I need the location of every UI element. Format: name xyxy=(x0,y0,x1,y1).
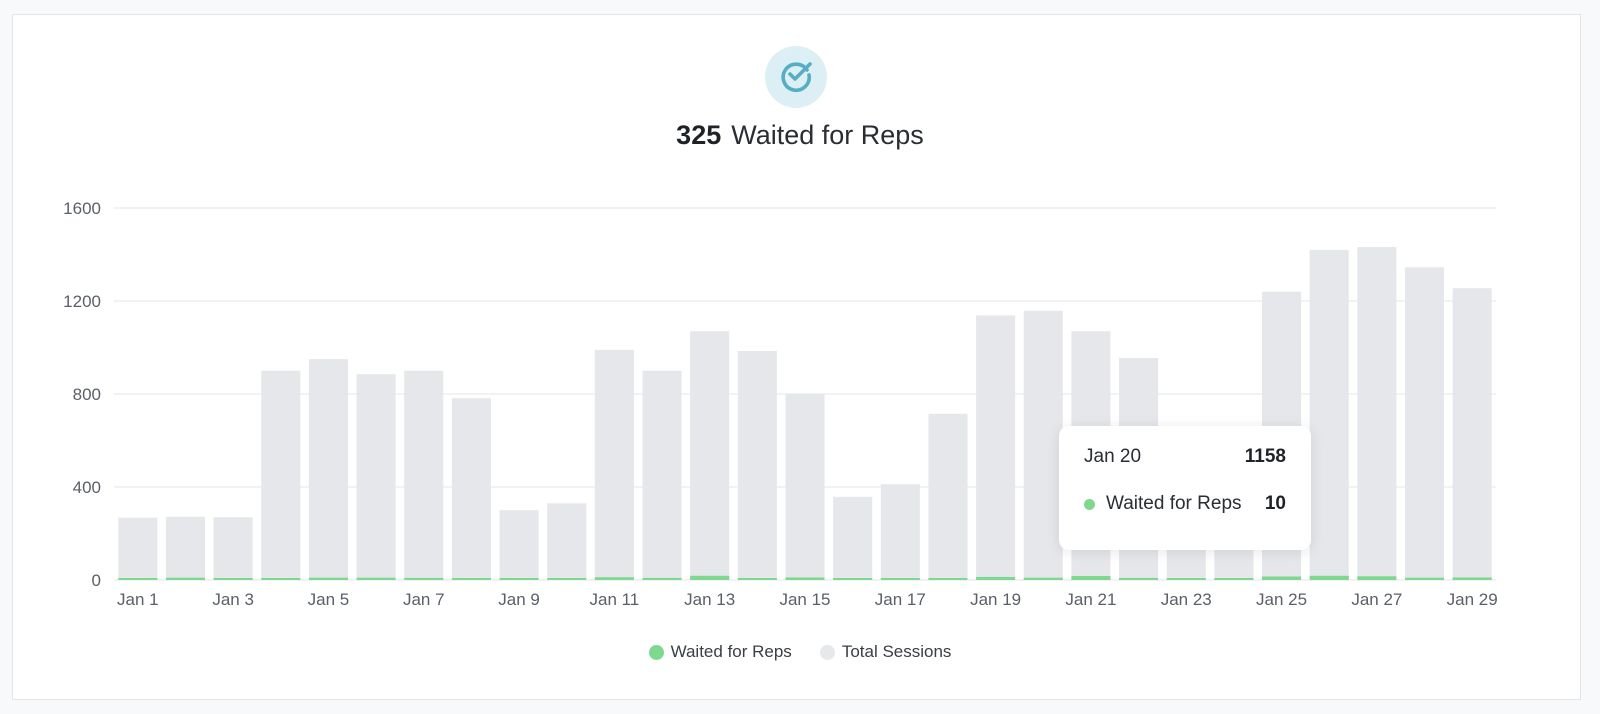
bar-waited-for-reps xyxy=(928,578,968,580)
bar-waited-for-reps xyxy=(976,576,1016,580)
x-tick-label: Jan 19 xyxy=(970,590,1021,609)
tooltip-date: Jan 20 xyxy=(1084,446,1142,467)
bar-waited-for-reps xyxy=(547,578,587,580)
x-tick-label: Jan 25 xyxy=(1256,590,1307,609)
bar-waited-for-reps xyxy=(1214,578,1254,580)
bar-total-sessions xyxy=(213,517,253,580)
tooltip-header-row: Jan 20 1158 xyxy=(1084,442,1286,472)
tooltip-series-value: 10 xyxy=(1264,493,1286,514)
legend-item-waited[interactable]: Waited for Reps xyxy=(648,642,792,662)
bar-waited-for-reps xyxy=(833,578,873,580)
bar-total-sessions xyxy=(547,503,587,580)
bar-waited-for-reps xyxy=(1023,577,1063,580)
x-tick-label: Jan 3 xyxy=(212,590,254,609)
bar-total-sessions xyxy=(451,398,491,580)
tooltip-series-label: Waited for Reps xyxy=(1106,493,1242,514)
bar-total-sessions xyxy=(499,510,539,580)
bar-total-sessions xyxy=(737,350,777,580)
bar-waited-for-reps xyxy=(642,577,682,580)
bar-total-sessions xyxy=(976,315,1016,580)
x-tick-label: Jan 1 xyxy=(117,590,159,609)
tooltip-total: 1158 xyxy=(1244,446,1286,467)
bar-total-sessions xyxy=(1452,288,1492,580)
bar-waited-for-reps xyxy=(165,577,206,580)
title-label: Waited for Reps xyxy=(731,120,924,150)
x-tick-label: Jan 7 xyxy=(403,590,445,609)
x-tick-label: Jan 9 xyxy=(498,590,540,609)
bar-waited-for-reps xyxy=(1452,577,1492,580)
bar-waited-for-reps xyxy=(261,578,301,580)
green-dot-icon xyxy=(648,644,664,660)
bar-waited-for-reps xyxy=(1309,575,1349,580)
bar-total-sessions xyxy=(785,394,825,580)
bar-total-sessions xyxy=(594,349,634,580)
bar-total-sessions xyxy=(1309,249,1349,580)
bar-waited-for-reps xyxy=(594,577,634,580)
bar-total-sessions xyxy=(928,413,968,580)
bar-total-sessions xyxy=(642,370,682,580)
tooltip-series-row: Waited for Reps 10 xyxy=(1084,489,1286,519)
bar-waited-for-reps xyxy=(737,578,777,580)
chart-legend: Waited for Reps Total Sessions xyxy=(0,642,1600,662)
bar-waited-for-reps xyxy=(690,575,730,580)
bar-waited-for-reps xyxy=(1166,578,1206,580)
bar-waited-for-reps xyxy=(1404,577,1445,580)
bar-waited-for-reps xyxy=(1071,576,1111,580)
bar-total-sessions xyxy=(308,359,348,580)
bar-total-sessions xyxy=(118,517,158,580)
check-circle-icon xyxy=(778,57,814,98)
y-tick-label: 800 xyxy=(73,385,101,404)
bar-total-sessions xyxy=(404,370,444,580)
legend-label: Total Sessions xyxy=(841,642,952,661)
bar-total-sessions xyxy=(165,516,206,580)
status-badge xyxy=(765,46,827,108)
bar-waited-for-reps xyxy=(404,577,444,580)
x-tick-label: Jan 5 xyxy=(308,590,350,609)
y-tick-label: 0 xyxy=(92,571,101,590)
bar-waited-for-reps xyxy=(499,578,539,580)
y-tick-label: 1600 xyxy=(63,199,101,218)
bar-waited-for-reps xyxy=(118,578,158,580)
x-tick-label: Jan 23 xyxy=(1161,590,1212,609)
green-dot-icon xyxy=(1084,498,1095,510)
bar-total-sessions xyxy=(356,374,396,580)
x-tick-label: Jan 15 xyxy=(779,590,830,609)
bar-waited-for-reps xyxy=(880,578,920,580)
bar-total-sessions xyxy=(1023,310,1063,580)
bar-total-sessions xyxy=(880,484,920,580)
bar-waited-for-reps xyxy=(213,578,253,580)
gray-dot-icon xyxy=(819,644,835,660)
bar-total-sessions xyxy=(1357,247,1397,580)
bar-waited-for-reps xyxy=(451,578,491,580)
y-tick-label: 1200 xyxy=(63,292,101,311)
bar-waited-for-reps xyxy=(1357,576,1397,580)
bar-waited-for-reps xyxy=(1262,576,1302,580)
x-tick-label: Jan 27 xyxy=(1351,590,1402,609)
bar-total-sessions xyxy=(833,496,873,580)
legend-item-total[interactable]: Total Sessions xyxy=(819,642,952,662)
x-tick-label: Jan 17 xyxy=(875,590,926,609)
waited-count: 325 xyxy=(676,120,722,150)
bar-waited-for-reps xyxy=(1119,577,1159,580)
bar-total-sessions xyxy=(690,331,730,580)
y-tick-label: 400 xyxy=(73,478,101,497)
x-tick-label: Jan 21 xyxy=(1065,590,1116,609)
bar-waited-for-reps xyxy=(356,577,396,580)
bar-waited-for-reps xyxy=(785,577,825,580)
x-tick-label: Jan 13 xyxy=(684,590,735,609)
bar-total-sessions xyxy=(1404,267,1445,580)
chart-tooltip: Jan 20 1158 Waited for Reps 10 xyxy=(1059,426,1311,550)
page-title: 325 Waited for Reps xyxy=(0,120,1600,151)
bar-waited-for-reps xyxy=(308,577,348,580)
legend-label: Waited for Reps xyxy=(670,642,792,661)
bar-total-sessions xyxy=(261,370,301,580)
x-tick-label: Jan 11 xyxy=(589,590,639,609)
x-tick-label: Jan 29 xyxy=(1447,590,1498,609)
